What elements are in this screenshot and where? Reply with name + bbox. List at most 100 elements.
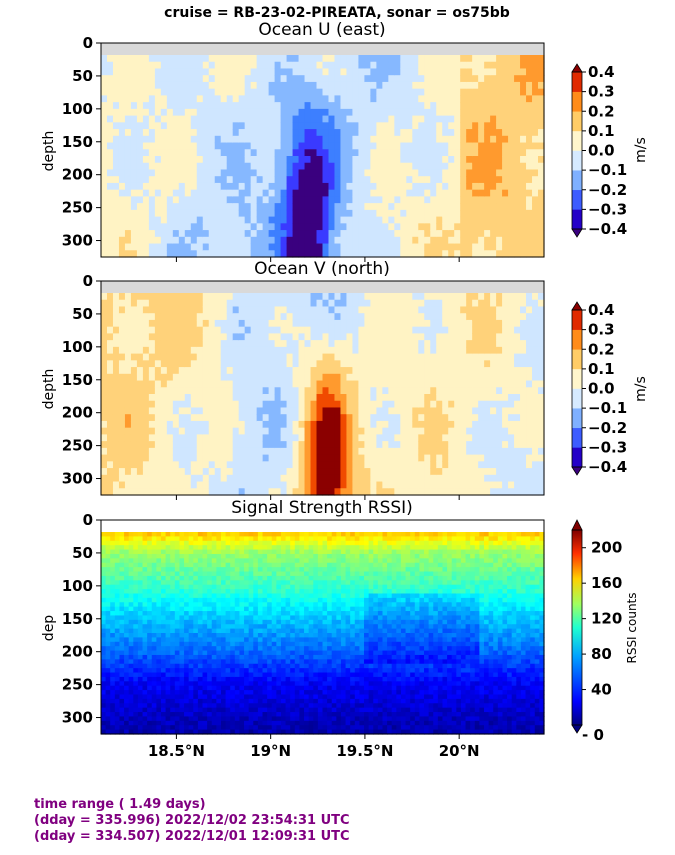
heatmap-cell bbox=[133, 540, 139, 546]
heatmap-cell bbox=[114, 685, 121, 691]
heatmap-cell bbox=[388, 149, 395, 157]
heatmap-cell bbox=[478, 373, 485, 382]
heatmap-cell bbox=[172, 142, 180, 150]
heatmap-cell bbox=[268, 122, 276, 130]
heatmap-cell bbox=[220, 346, 228, 355]
heatmap-cell bbox=[418, 353, 425, 361]
heatmap-cell bbox=[105, 540, 111, 546]
heatmap-cell bbox=[160, 176, 168, 184]
heatmap-cell bbox=[322, 68, 330, 76]
heatmap-cell bbox=[119, 536, 125, 542]
heatmap-cell bbox=[118, 230, 126, 238]
heatmap-cell bbox=[256, 230, 264, 238]
panel-title-rssi: Signal Strength RSSI) bbox=[231, 498, 413, 518]
heatmap-cell bbox=[424, 115, 431, 123]
heatmap-cell bbox=[538, 189, 545, 197]
heatmap-cell bbox=[442, 427, 449, 435]
heatmap-cell bbox=[376, 447, 383, 456]
heatmap-cell bbox=[328, 407, 336, 415]
heatmap-cell bbox=[178, 313, 186, 321]
heatmap-cell bbox=[364, 182, 371, 191]
heatmap-cell bbox=[406, 169, 413, 177]
heatmap-cell bbox=[466, 61, 473, 70]
heatmap-cell bbox=[358, 189, 366, 197]
heatmap-cell bbox=[148, 230, 156, 238]
heatmap-cell bbox=[424, 182, 431, 191]
heatmap-cell bbox=[304, 414, 312, 422]
heatmap-cell bbox=[310, 75, 318, 83]
heatmap-cell bbox=[364, 420, 371, 429]
heatmap-cell bbox=[520, 68, 527, 76]
heatmap-cell bbox=[496, 346, 503, 355]
heatmap-cell bbox=[340, 427, 348, 435]
heatmap-cell bbox=[292, 169, 300, 177]
heatmap-cell bbox=[101, 55, 108, 63]
heatmap-cell bbox=[128, 690, 134, 696]
heatmap-cell bbox=[520, 306, 527, 314]
heatmap-cell bbox=[436, 122, 443, 130]
heatmap-cell bbox=[364, 387, 371, 395]
heatmap-cell bbox=[286, 115, 294, 123]
heatmap-cell bbox=[346, 149, 354, 157]
heatmap-cell bbox=[268, 461, 276, 469]
heatmap-cell bbox=[286, 340, 294, 348]
heatmap-cell bbox=[514, 346, 521, 355]
heatmap-cell bbox=[538, 209, 545, 218]
heatmap-cell bbox=[208, 340, 216, 348]
heatmap-cell bbox=[388, 340, 395, 348]
heatmap-cell bbox=[160, 313, 168, 321]
heatmap-cell bbox=[538, 306, 545, 314]
heatmap-cell bbox=[214, 340, 222, 348]
heatmap-cell bbox=[310, 169, 318, 177]
heatmap-cell bbox=[124, 580, 130, 586]
heatmap-cell bbox=[160, 461, 168, 469]
heatmap-cell bbox=[190, 122, 198, 130]
heatmap-cell bbox=[412, 75, 419, 83]
heatmap-cell bbox=[268, 326, 276, 334]
heatmap-cell bbox=[472, 380, 479, 388]
heatmap-cell bbox=[478, 333, 485, 341]
heatmap-cell bbox=[418, 380, 425, 388]
heatmap-cell bbox=[514, 169, 521, 177]
heatmap-cell bbox=[340, 230, 348, 238]
heatmap-cell bbox=[137, 562, 144, 568]
heatmap-cell bbox=[538, 468, 545, 476]
heatmap-cell bbox=[118, 293, 126, 301]
heatmap-cell bbox=[406, 162, 413, 171]
heatmap-cell bbox=[118, 250, 126, 258]
heatmap-cell bbox=[442, 149, 449, 157]
heatmap-cell bbox=[328, 313, 336, 321]
heatmap-cell bbox=[166, 236, 174, 245]
heatmap-cell bbox=[346, 230, 354, 238]
colorbar-tick-label: 0.4 bbox=[588, 301, 615, 319]
heatmap-cell bbox=[190, 243, 198, 251]
heatmap-cell bbox=[454, 434, 461, 442]
heatmap-cell bbox=[394, 380, 401, 388]
heatmap-cell bbox=[418, 441, 425, 449]
heatmap-cell bbox=[154, 196, 162, 204]
heatmap-cell bbox=[322, 461, 330, 469]
heatmap-cell bbox=[128, 628, 134, 634]
heatmap-cell bbox=[148, 68, 156, 76]
heatmap-cell bbox=[316, 108, 324, 117]
heatmap-cell bbox=[136, 250, 144, 258]
heatmap-cell bbox=[454, 250, 461, 258]
heatmap-cell bbox=[328, 68, 336, 76]
heatmap-cell bbox=[172, 149, 180, 157]
heatmap-cell bbox=[520, 380, 527, 388]
heatmap-cell bbox=[472, 223, 479, 231]
heatmap-cell bbox=[424, 373, 431, 382]
heatmap-cell bbox=[328, 299, 336, 308]
heatmap-cell bbox=[244, 176, 252, 184]
heatmap-cell bbox=[124, 567, 130, 573]
heatmap-cell bbox=[142, 243, 150, 251]
heatmap-cell bbox=[124, 243, 132, 251]
heatmap-cell bbox=[490, 176, 497, 184]
heatmap-cell bbox=[105, 685, 111, 691]
heatmap-cell bbox=[376, 346, 383, 355]
heatmap-cell bbox=[124, 474, 132, 483]
heatmap-cell bbox=[382, 481, 389, 489]
heatmap-cell bbox=[256, 333, 264, 341]
heatmap-cell bbox=[166, 420, 174, 429]
heatmap-cell bbox=[112, 243, 120, 251]
